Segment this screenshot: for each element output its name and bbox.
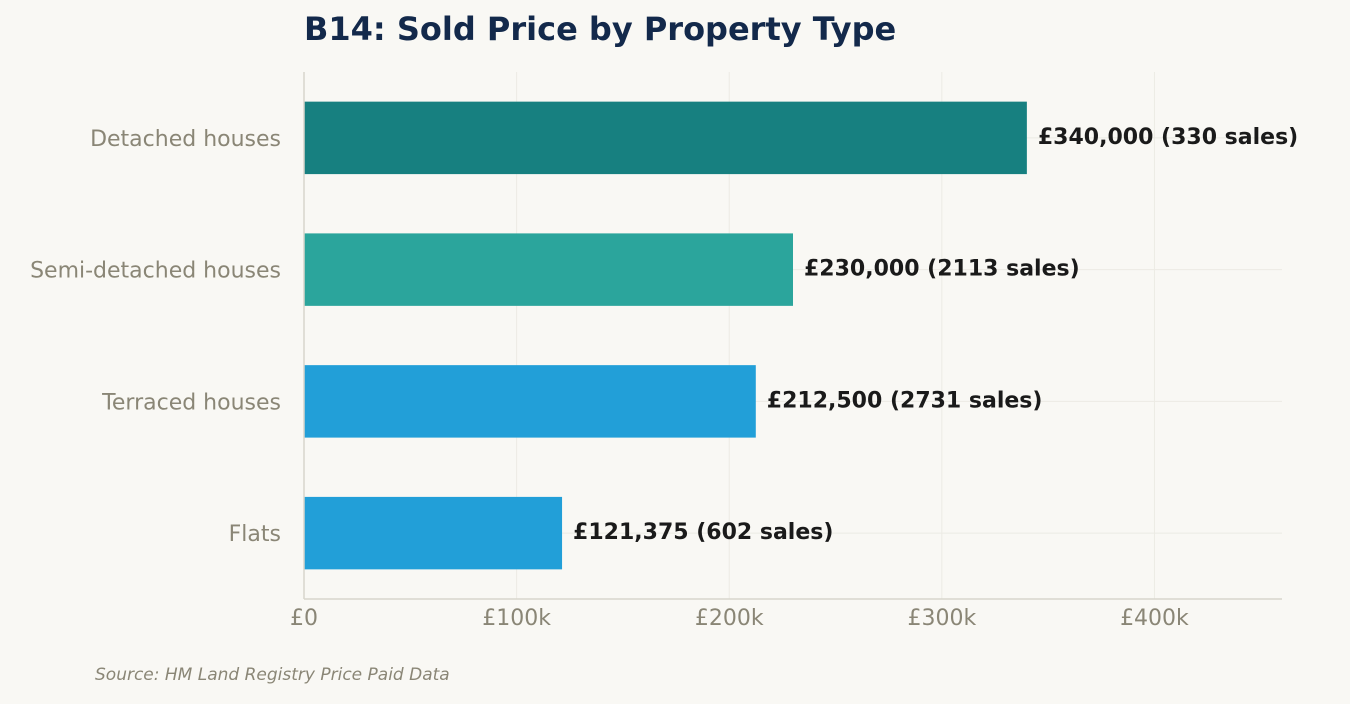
bar-terraced-houses	[304, 365, 756, 438]
x-tick-label: £300k	[907, 606, 976, 631]
bars	[304, 101, 1027, 570]
source-note: Source: HM Land Registry Price Paid Data	[95, 665, 450, 685]
bar-semi-detached-houses	[304, 233, 793, 306]
data-label: £340,000 (330 sales)	[1038, 125, 1298, 150]
bar-detached-houses	[304, 101, 1027, 175]
data-label: £121,375 (602 sales)	[573, 520, 833, 545]
x-tick-label: £100k	[482, 606, 551, 631]
category-label: Semi-detached houses	[30, 259, 281, 284]
bar-flats	[304, 496, 563, 570]
axes	[303, 72, 1282, 600]
x-tick-label: £400k	[1120, 606, 1189, 631]
data-label: £212,500 (2731 sales)	[767, 388, 1043, 413]
category-label: Detached houses	[90, 127, 281, 152]
chart-title: B14: Sold Price by Property Type	[304, 10, 897, 48]
data-label: £230,000 (2113 sales)	[804, 257, 1080, 282]
category-label: Flats	[229, 522, 281, 547]
labels: Detached houses Semi-detached houses Terra…	[30, 125, 1298, 631]
category-label: Terraced houses	[101, 390, 281, 415]
x-tick-label: £0	[290, 606, 318, 631]
x-tick-label: £200k	[695, 606, 764, 631]
